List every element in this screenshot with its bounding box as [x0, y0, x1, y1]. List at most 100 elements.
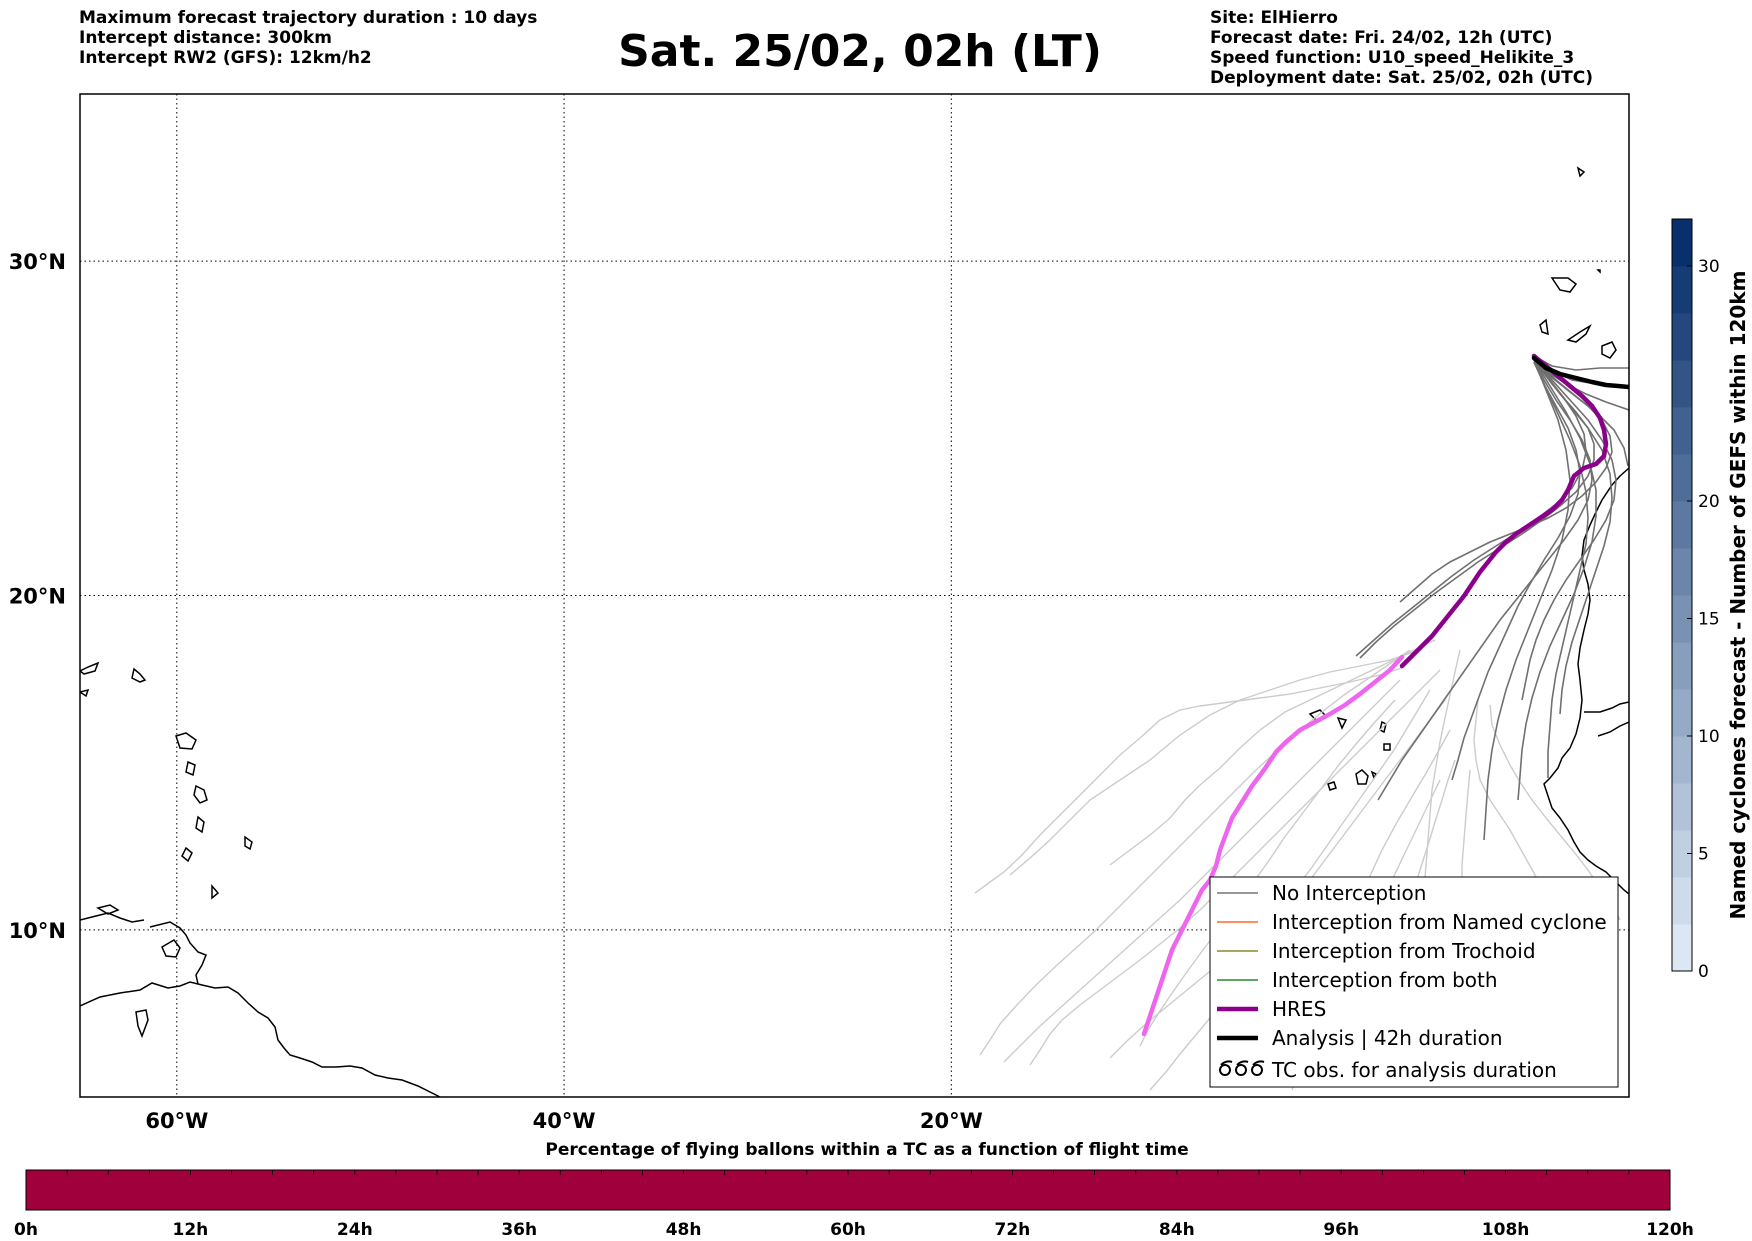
page-title: Sat. 25/02, 02h (LT)	[618, 26, 1102, 77]
map-legend: No Interception Interception from Named …	[1209, 876, 1619, 1088]
colorbar-step	[1672, 830, 1692, 878]
bottom-colorbar-label: 0h	[14, 1220, 38, 1240]
analysis-track-line	[1531, 355, 1629, 390]
header-left-info: Maximum forecast trajectory duration : 1…	[79, 8, 537, 68]
no-interception-track	[1533, 361, 1589, 778]
lesser-antilles-4	[175, 732, 197, 750]
colorbar-step	[1672, 736, 1692, 784]
flight-time-colorbar: Percentage of flying ballons within a TC…	[14, 1140, 1694, 1240]
africa-inlet-1	[1584, 701, 1629, 713]
legend-label: Interception from both	[1272, 968, 1498, 992]
colorbar-border	[1671, 218, 1693, 972]
colorbar-step	[1672, 501, 1692, 549]
longitude-label: 60°W	[145, 1109, 208, 1133]
hres-track-late	[1141, 654, 1405, 1037]
colorbar-ticks: 0 5 10 15 20 30	[1687, 257, 1720, 982]
no-interception-track	[1451, 361, 1581, 781]
hres-track-early	[1399, 353, 1609, 669]
colorbar-step	[1672, 548, 1692, 596]
africa-inlet-2	[1597, 721, 1629, 737]
bottom-colorbar-tick-labels: 0h 12h 24h 36h 48h 60h 72h 84h 96h 108h 120h	[14, 1220, 1694, 1240]
light-track	[1009, 649, 1421, 876]
lesser-antilles-7	[195, 815, 205, 834]
cape-verde-2	[1336, 716, 1348, 730]
no-interception-track	[1517, 359, 1597, 801]
light-track	[1003, 679, 1401, 1063]
bottom-colorbar-label: 36h	[501, 1220, 537, 1240]
colorbar-tick-label: 30	[1698, 257, 1720, 277]
legend-label: Interception from Trochoid	[1272, 939, 1536, 963]
colorbar-step	[1672, 219, 1692, 267]
lesser-antilles-2	[80, 688, 90, 698]
canaries-5	[1601, 341, 1617, 359]
max-duration-text: Maximum forecast trajectory duration : 1…	[79, 8, 538, 28]
colorbar-step	[1672, 454, 1692, 502]
bottom-colorbar-title: Percentage of flying ballons within a TC…	[545, 1140, 1188, 1160]
colorbar-step	[1672, 313, 1692, 361]
africa-coast	[1543, 467, 1629, 895]
cape-verde-4	[1383, 743, 1391, 751]
map-grid	[80, 94, 1629, 1097]
no-interception-track	[1533, 355, 1629, 371]
canaries-2	[1576, 166, 1586, 178]
bottom-colorbar-segments	[66, 1170, 1630, 1175]
legend-label: No Interception	[1272, 881, 1426, 905]
light-track	[974, 667, 1403, 894]
forecast-date-text: Forecast date: Fri. 24/02, 12h (UTC)	[1210, 28, 1553, 48]
tobago-island	[135, 1009, 149, 1039]
map-border	[79, 93, 1630, 1098]
cape-verde-3	[1379, 720, 1387, 734]
colorbar-label: Named cyclones forecast - Number of GEFS…	[1726, 271, 1750, 920]
bottom-colorbar-label: 12h	[173, 1220, 209, 1240]
bottom-colorbar-label: 60h	[830, 1220, 866, 1240]
bottom-colorbar-label: 72h	[995, 1220, 1031, 1240]
madeira-island	[1596, 269, 1601, 274]
canaries-4	[1566, 324, 1592, 343]
legend-label: TC obs. for analysis duration	[1271, 1058, 1557, 1082]
intercept-rw2-text: Intercept RW2 (GFS): 12km/h2	[79, 48, 372, 68]
legend-label: HRES	[1272, 997, 1326, 1021]
colorbar-step	[1672, 924, 1692, 972]
latitude-tick-labels: 30°N 20°N 10°N	[9, 250, 66, 943]
abc-islands	[96, 904, 120, 915]
barbados-island	[244, 835, 253, 851]
site-text: Site: ElHierro	[1210, 8, 1338, 28]
lesser-antilles-8	[181, 846, 193, 863]
cyclone-symbols-icon	[1219, 1060, 1265, 1076]
colorbar-step	[1672, 266, 1692, 314]
colorbar-step	[1672, 642, 1692, 690]
bottom-colorbar-label: 84h	[1159, 1220, 1195, 1240]
bottom-colorbar-label: 108h	[1482, 1220, 1530, 1240]
paria-peninsula	[149, 921, 207, 985]
bottom-colorbar-fill	[25, 1169, 1671, 1211]
colorbar-step	[1672, 407, 1692, 455]
legend-box	[1209, 876, 1619, 1088]
colorbar-tick-label: 5	[1698, 845, 1709, 865]
colorbar-step	[1672, 783, 1692, 831]
hres-track	[1141, 353, 1609, 1037]
no-interception-track	[1533, 359, 1613, 715]
colorbar-step	[1672, 595, 1692, 643]
deployment-date-text: Deployment date: Sat. 25/02, 02h (UTC)	[1210, 68, 1594, 88]
canaries-3	[1539, 318, 1549, 336]
longitude-label: 40°W	[533, 1109, 596, 1133]
cape-verde-5	[1327, 781, 1337, 791]
bottom-colorbar-label: 96h	[1323, 1220, 1359, 1240]
no-interception-track	[1521, 359, 1617, 701]
intercept-distance-text: Intercept distance: 300km	[79, 28, 332, 48]
light-track	[1109, 639, 1436, 866]
colorbar-step	[1672, 877, 1692, 925]
longitude-tick-labels: 60°W 40°W 20°W	[145, 1109, 982, 1133]
coastlines	[80, 166, 1629, 1097]
speed-function-text: Speed function: U10_speed_Helikite_3	[1210, 48, 1575, 68]
venezuela-coast-west	[80, 912, 145, 923]
lesser-antilles-3	[131, 667, 147, 683]
legend-label: Analysis | 42h duration	[1272, 1026, 1503, 1050]
bottom-colorbar-label: 120h	[1646, 1220, 1694, 1240]
colorbar-tick-label: 15	[1698, 610, 1720, 630]
longitude-label: 20°W	[920, 1109, 983, 1133]
lesser-antilles-1	[80, 661, 100, 675]
light-track	[979, 649, 1411, 1056]
analysis-track	[1531, 355, 1629, 390]
